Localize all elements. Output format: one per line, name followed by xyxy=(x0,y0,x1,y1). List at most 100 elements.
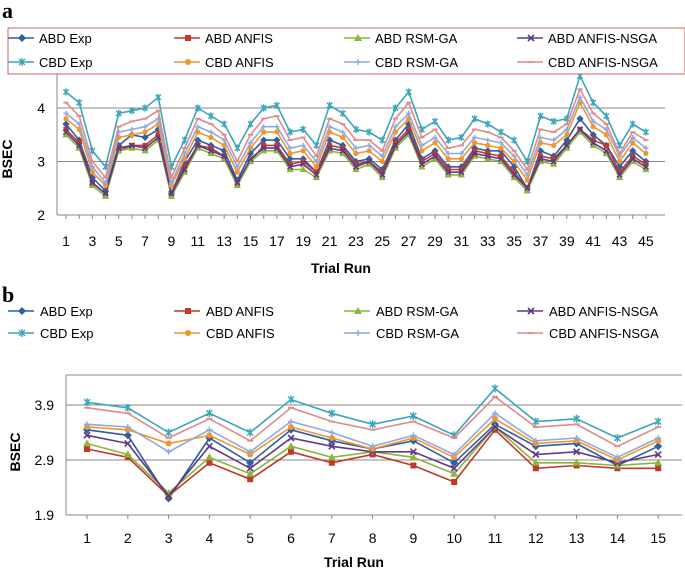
data-point xyxy=(313,141,320,150)
data-point xyxy=(551,137,557,143)
data-point xyxy=(573,435,580,441)
data-point xyxy=(205,453,214,461)
data-point xyxy=(654,442,663,451)
x-tick-label: 3 xyxy=(88,233,96,249)
data-point xyxy=(247,448,254,455)
data-point xyxy=(537,153,544,159)
data-point xyxy=(286,163,294,171)
data-point xyxy=(550,160,558,167)
data-point xyxy=(300,158,306,165)
x-tick-label: 10 xyxy=(446,530,462,546)
data-point xyxy=(419,158,425,165)
data-point xyxy=(165,492,173,500)
data-point xyxy=(492,415,498,422)
legend-marker xyxy=(354,307,362,314)
x-tick-label: 4 xyxy=(206,530,214,546)
data-point xyxy=(432,140,438,146)
series-cbd-rsm-ga xyxy=(84,410,662,461)
legend-marker xyxy=(185,35,191,41)
data-point xyxy=(76,142,83,149)
legend-marker xyxy=(354,34,362,41)
data-point xyxy=(497,128,505,136)
data-point xyxy=(524,185,531,192)
data-point xyxy=(313,169,320,175)
data-point xyxy=(379,136,386,144)
data-point xyxy=(234,179,241,187)
data-point xyxy=(369,420,377,429)
data-point xyxy=(62,128,70,136)
data-point xyxy=(409,453,418,461)
legend-item: ABD Exp xyxy=(8,31,92,46)
data-point xyxy=(260,147,268,154)
data-point xyxy=(444,171,452,178)
data-point xyxy=(326,101,333,109)
data-point xyxy=(365,158,373,165)
data-point xyxy=(564,126,570,132)
data-point xyxy=(511,153,517,159)
data-point xyxy=(445,156,451,162)
data-point xyxy=(498,153,504,159)
data-point xyxy=(142,124,148,130)
x-tick-label: 2 xyxy=(124,530,132,546)
legend-marker xyxy=(18,307,26,315)
data-point xyxy=(444,163,452,171)
data-point xyxy=(181,166,188,173)
data-point xyxy=(511,158,517,165)
data-point xyxy=(590,99,597,107)
data-point xyxy=(287,145,293,151)
data-point xyxy=(273,136,281,144)
legend-marker xyxy=(355,59,361,65)
data-point xyxy=(445,169,452,176)
data-point xyxy=(353,150,359,157)
data-point xyxy=(340,129,346,135)
data-point xyxy=(300,148,306,154)
data-point xyxy=(352,165,360,173)
x-axis-label: Trial Run xyxy=(311,260,371,276)
data-point xyxy=(181,136,188,144)
data-point xyxy=(115,109,122,117)
legend-item: ABD ANFIS-NSGA xyxy=(517,31,657,46)
legend-label: ABD RSM-GA xyxy=(375,31,458,46)
data-point xyxy=(207,112,215,120)
data-point xyxy=(497,155,505,162)
data-point xyxy=(484,155,492,162)
legend-marker xyxy=(185,59,191,65)
data-point xyxy=(205,409,213,418)
legend-label: ABD RSM-GA xyxy=(376,304,459,319)
data-point xyxy=(458,150,464,157)
data-point xyxy=(613,434,621,442)
data-point xyxy=(208,129,214,135)
x-tick-label: 13 xyxy=(216,233,232,249)
legend-marker xyxy=(18,34,26,42)
data-point xyxy=(510,171,518,179)
data-point xyxy=(274,124,280,130)
legend-item: ABD RSM-GA xyxy=(344,304,459,319)
data-point xyxy=(366,142,372,149)
legend-label: ABD ANFIS-NSGA xyxy=(549,304,658,319)
data-point xyxy=(366,128,373,136)
legend-label: CBD ANFIS xyxy=(206,326,275,341)
y-tick-label: 2 xyxy=(37,207,45,223)
data-point xyxy=(550,158,557,165)
data-point xyxy=(63,126,69,132)
data-point xyxy=(532,450,540,459)
data-point xyxy=(642,165,650,173)
x-tick-label: 39 xyxy=(559,233,575,249)
data-point xyxy=(497,157,505,165)
x-tick-label: 23 xyxy=(348,233,364,249)
data-point xyxy=(142,129,148,135)
data-point xyxy=(458,169,465,176)
data-point xyxy=(260,104,267,112)
data-point xyxy=(484,152,491,160)
data-point xyxy=(167,192,176,199)
x-axis-label: Trial Run xyxy=(324,554,384,570)
data-point xyxy=(392,124,399,130)
series-line xyxy=(86,425,659,498)
data-point xyxy=(369,443,376,450)
data-point xyxy=(458,166,464,173)
data-point xyxy=(165,440,172,447)
x-tick-label: 7 xyxy=(141,233,149,249)
legend-item: CBD RSM-GA xyxy=(344,55,458,70)
legend-item: ABD ANFIS xyxy=(174,31,273,46)
data-point xyxy=(616,141,623,150)
